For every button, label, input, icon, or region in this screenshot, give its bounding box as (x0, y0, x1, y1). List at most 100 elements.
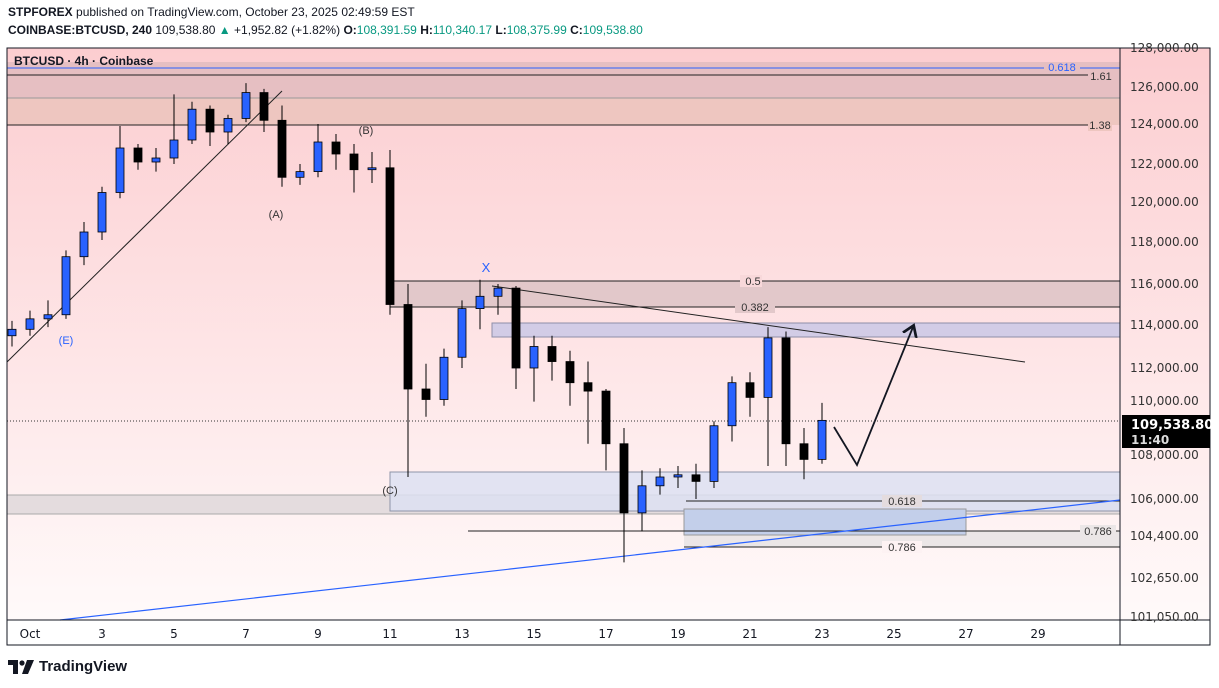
candle (97, 186, 107, 240)
candle-body (619, 443, 629, 514)
high-value: 110,340.17 (432, 23, 493, 37)
candle-body (7, 328, 17, 337)
candle (259, 88, 269, 132)
candle-body (691, 474, 701, 482)
candle-body (331, 141, 341, 155)
fib-161-label: 1.61 (1090, 71, 1111, 83)
candle (637, 470, 647, 532)
candle (601, 389, 611, 471)
rising-trendline[interactable] (6, 90, 283, 363)
candle-body (241, 92, 251, 119)
candle-body (403, 304, 413, 390)
wave-a-label: (A) (269, 209, 284, 221)
symbol-name[interactable]: COINBASE:BTCUSD, 240 (8, 23, 153, 37)
candle-body (655, 476, 665, 487)
candle-body (43, 314, 53, 320)
candle (421, 363, 431, 417)
open-label: O: (343, 23, 357, 37)
candle-body (727, 382, 737, 427)
price-tag-countdown: 11:40 (1131, 433, 1169, 447)
descending-trendline[interactable] (491, 285, 1026, 363)
price-tick-label: 112,000.00 (1130, 361, 1199, 375)
candle (187, 101, 197, 144)
time-axis[interactable]: Oct 3 5 7 9 11 13 15 17 19 21 23 25 27 29 (20, 627, 1046, 641)
publisher-name[interactable]: STPFOREX (8, 5, 73, 19)
candle (817, 402, 827, 464)
candle-body (637, 485, 647, 514)
candle-body (205, 108, 215, 133)
fib-0618-top-label: 0.618 (1048, 62, 1076, 74)
price-tick-label: 110,000.00 (1130, 394, 1199, 408)
candle-body (313, 141, 323, 173)
candle-body (565, 361, 575, 384)
candle-body (349, 153, 359, 171)
candle (151, 148, 161, 172)
candle (493, 284, 503, 315)
candle (673, 466, 683, 488)
tradingview-logo[interactable]: TradingView (8, 658, 127, 675)
projection-arrow[interactable] (833, 327, 913, 468)
tradingview-logo-icon (8, 659, 34, 674)
time-tick-label: 11 (382, 627, 397, 641)
candle-body (61, 256, 71, 316)
fib-0382-label: 0.382 (741, 302, 769, 314)
time-tick-label: 19 (670, 627, 685, 641)
candle (205, 105, 215, 146)
candle (709, 421, 719, 488)
candle (439, 348, 449, 406)
close-label: C: (570, 23, 583, 37)
chart-frame (6, 47, 1211, 646)
candle (529, 335, 539, 402)
wave-x-label: X (482, 260, 491, 275)
candle-body (295, 171, 305, 178)
candle (565, 350, 575, 406)
candle-body (673, 474, 683, 478)
candle-body (421, 388, 431, 400)
open-value: 108,391.59 (356, 23, 417, 37)
high-label: H: (420, 23, 433, 37)
time-tick-label: 23 (814, 627, 829, 641)
price-change: +1,952.82 (+1.82%) (234, 23, 341, 37)
last-price: 109,538.80 (155, 23, 216, 37)
candle (763, 327, 773, 466)
price-tick-label: 114,000.00 (1130, 318, 1199, 332)
time-tick-label: Oct (20, 627, 41, 641)
candle (475, 279, 485, 330)
candle-body (187, 108, 197, 141)
candle (799, 428, 809, 480)
price-tick-label: 118,000.00 (1130, 235, 1199, 249)
candle (745, 372, 755, 417)
price-tick-label: 116,000.00 (1130, 277, 1199, 291)
candle-body (781, 337, 791, 445)
fib-0786-a-label: 0.786 (1084, 526, 1112, 538)
candle-body (799, 443, 809, 460)
candle-body (583, 382, 593, 392)
time-tick-label: 15 (526, 627, 541, 641)
candle (457, 300, 467, 368)
candle-body (277, 119, 287, 178)
fib-05-label: 0.5 (745, 276, 760, 288)
published-text: published on TradingView.com, October 23… (76, 5, 415, 19)
candle (7, 320, 17, 347)
candle (169, 94, 179, 164)
publish-info: STPFOREX published on TradingView.com, O… (8, 5, 415, 19)
candle-body (385, 167, 395, 305)
candle-body (97, 192, 107, 233)
candle-body (601, 390, 611, 445)
candle (43, 300, 53, 328)
candle (133, 144, 143, 170)
tradingview-wordmark: TradingView (39, 658, 128, 675)
candle-body (133, 147, 143, 163)
candle-body (529, 346, 539, 369)
candles (7, 83, 827, 563)
low-label: L: (495, 23, 507, 37)
time-tick-label: 7 (242, 627, 250, 641)
price-axis[interactable]: 128,000.00 126,000.00 124,000.00 122,000.00… (1130, 41, 1199, 624)
blue-trendline[interactable] (59, 499, 1121, 621)
time-tick-label: 5 (170, 627, 178, 641)
candle (277, 105, 287, 187)
candle (403, 284, 413, 477)
candle (115, 126, 125, 199)
low-value: 108,375.99 (506, 23, 567, 37)
